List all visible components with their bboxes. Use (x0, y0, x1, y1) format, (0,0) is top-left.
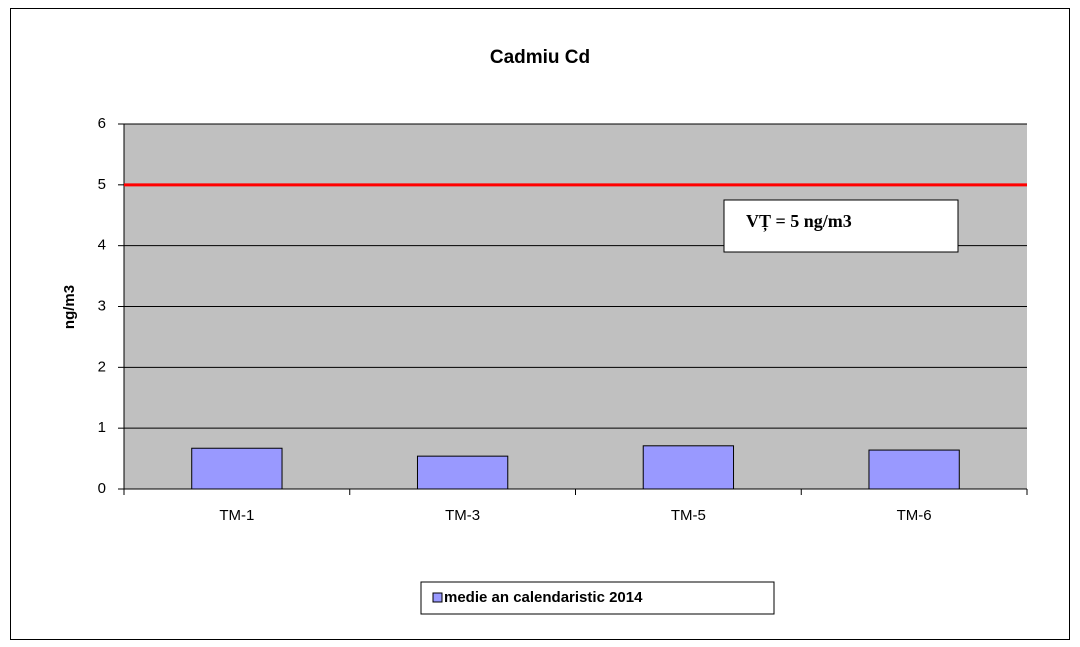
chart-title: Cadmiu Cd (490, 47, 590, 68)
y-tick-label: 2 (98, 358, 106, 375)
y-tick-label: 4 (98, 237, 106, 254)
y-tick-label: 3 (98, 297, 106, 314)
legend-swatch (432, 592, 443, 603)
y-tick-label: 6 (98, 115, 106, 132)
legend-box (420, 581, 775, 615)
y-tick-label: 5 (98, 176, 106, 193)
x-tick-label: TM-1 (219, 507, 254, 524)
bar (868, 449, 960, 490)
bar (191, 447, 283, 490)
bar (416, 455, 509, 490)
legend-label: medie an calendaristic 2014 (444, 589, 643, 606)
y-tick-label: 0 (98, 480, 106, 497)
y-axis-label: ng/m3 (61, 285, 78, 329)
annotation: VȚ = 5 ng/m3 (746, 211, 852, 232)
annotation-box (723, 199, 959, 253)
y-tick-label: 1 (98, 419, 106, 436)
bar (642, 445, 735, 490)
x-tick-label: TM-5 (671, 507, 706, 524)
x-tick-label: TM-6 (897, 507, 932, 524)
x-tick-label: TM-3 (445, 507, 480, 524)
